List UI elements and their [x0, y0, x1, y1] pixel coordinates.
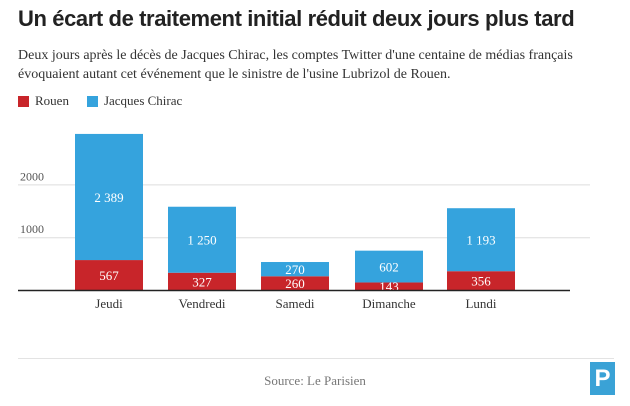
bar-chirac — [75, 133, 143, 261]
x-tick-label: Lundi — [465, 296, 496, 311]
footer-divider — [18, 358, 614, 359]
x-tick-label: Dimanche — [362, 296, 416, 311]
bar-rouen — [261, 276, 329, 290]
data-label-chirac: 270 — [285, 262, 305, 277]
data-label-chirac: 2 389 — [94, 190, 123, 205]
data-label-rouen: 567 — [99, 268, 119, 283]
bar-rouen — [168, 272, 236, 290]
x-tick-label: Jeudi — [95, 296, 123, 311]
data-label-chirac: 1 193 — [466, 233, 495, 248]
bar-rouen — [75, 260, 143, 290]
legend: Rouen Jacques Chirac — [18, 92, 200, 110]
data-label-rouen: 260 — [285, 276, 305, 291]
legend-item-rouen: Rouen — [18, 93, 69, 109]
legend-item-chirac: Jacques Chirac — [86, 93, 183, 109]
x-tick-label: Samedi — [276, 296, 315, 311]
bar-chirac — [261, 262, 329, 277]
legend-swatch-rouen — [18, 95, 29, 107]
bar-chirac — [168, 206, 236, 273]
source-note: Source: Le Parisien — [264, 373, 366, 388]
data-label-rouen: 143 — [379, 279, 399, 294]
data-label-rouen: 356 — [471, 274, 491, 289]
legend-swatch-chirac — [86, 95, 98, 107]
legend-label-rouen: Rouen — [35, 93, 69, 108]
le-parisien-logo: P — [590, 362, 615, 395]
data-label-chirac: 1 250 — [187, 233, 216, 248]
x-tick-label: Vendredi — [179, 296, 226, 311]
bar-rouen — [355, 282, 423, 290]
data-label-chirac: 602 — [379, 260, 399, 275]
chart-subtitle: Deux jours après le décès de Jacques Chi… — [18, 48, 573, 82]
bar-chirac — [447, 208, 515, 272]
y-tick-label: 2000 — [20, 169, 44, 183]
y-tick-label: 1000 — [20, 222, 44, 236]
chart-title: Un écart de traitement initial réduit de… — [18, 6, 575, 31]
bar-rouen — [447, 271, 515, 290]
legend-label-chirac: Jacques Chirac — [103, 93, 183, 108]
bar-chirac — [355, 250, 423, 283]
data-label-rouen: 327 — [192, 274, 212, 289]
